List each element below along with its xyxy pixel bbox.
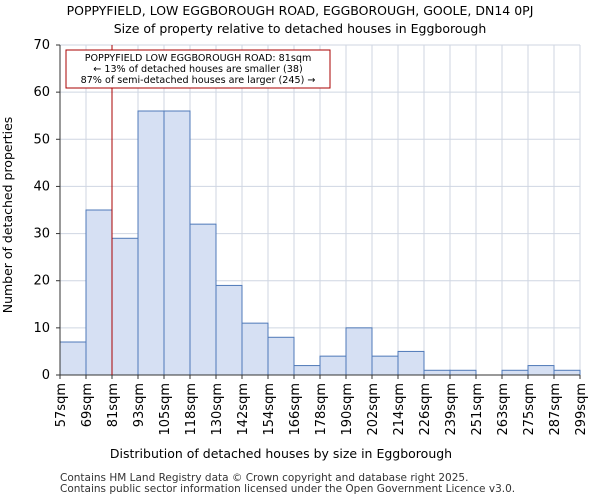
bar-69sqm <box>85 209 113 376</box>
bar-57sqm <box>59 341 87 376</box>
y-tick-label-50: 50 <box>33 132 50 147</box>
y-tick-label-60: 60 <box>33 85 50 100</box>
x-tick-label-154sqm: 154sqm <box>262 383 277 436</box>
x-tick-labels: 57sqm 69sqm 81sqm 93sqm 105sqm 118sqm 130sqm 14… <box>54 375 589 436</box>
annotation-rect <box>65 49 331 89</box>
x-tick-label-214sqm: 214sqm <box>392 383 407 436</box>
x-tick-label-178sqm: 178sqm <box>314 383 329 436</box>
x-axis-label: Distribution of detached houses by size … <box>110 446 452 461</box>
annotation-line-1: POPPYFIELD LOW EGGBOROUGH ROAD: 81sqm <box>85 53 312 64</box>
bar-81sqm <box>111 237 139 376</box>
bar-142sqm <box>241 322 269 376</box>
footer-line-1: Contains HM Land Registry data © Crown c… <box>60 472 469 484</box>
x-tick-label-251sqm: 251sqm <box>470 383 485 436</box>
bar-275sqm <box>527 365 555 376</box>
bar-226sqm <box>423 369 451 376</box>
bar-239sqm <box>449 369 477 376</box>
x-tick-label-190sqm: 190sqm <box>340 383 355 436</box>
x-tick-label-226sqm: 226sqm <box>418 383 433 436</box>
x-tick-label-263sqm: 263sqm <box>496 383 511 436</box>
bar-166sqm <box>293 365 321 376</box>
y-tick-label-40: 40 <box>33 179 50 194</box>
bar-202sqm <box>371 355 399 376</box>
chart-subtitle: Size of property relative to detached ho… <box>113 21 487 36</box>
x-tick-label-105sqm: 105sqm <box>158 383 173 436</box>
bar-154sqm <box>267 336 295 376</box>
bar-190sqm <box>345 327 373 376</box>
bar-130sqm <box>215 284 243 376</box>
x-tick-label-118sqm: 118sqm <box>184 383 199 436</box>
x-tick-label-239sqm: 239sqm <box>444 383 459 436</box>
x-tick-label-130sqm: 130sqm <box>210 383 225 436</box>
bar-93sqm <box>137 110 165 376</box>
annotation-line-2: ← 13% of detached houses are smaller (38… <box>93 64 302 75</box>
y-tick-label-70: 70 <box>33 38 50 53</box>
bar-214sqm <box>397 350 425 376</box>
x-tick-label-166sqm: 166sqm <box>288 383 303 436</box>
bar-287sqm <box>553 369 581 376</box>
bar-105sqm <box>163 110 191 376</box>
y-tick-label-10: 10 <box>33 321 50 336</box>
x-tick-label-93sqm: 93sqm <box>132 383 147 427</box>
y-axis-label: Number of detached properties <box>0 117 15 314</box>
bar-178sqm <box>319 355 347 376</box>
x-tick-label-69sqm: 69sqm <box>80 383 95 427</box>
y-tick-label-0: 0 <box>42 368 50 383</box>
annotation-box: POPPYFIELD LOW EGGBOROUGH ROAD: 81sqm ← … <box>65 49 331 89</box>
y-tick-label-20: 20 <box>33 274 50 289</box>
annotation-line-3: 87% of semi-detached houses are larger (… <box>81 75 316 86</box>
y-tick-labels: 0 10 20 30 40 50 60 70 <box>33 38 60 383</box>
x-tick-label-202sqm: 202sqm <box>366 383 381 436</box>
x-tick-label-81sqm: 81sqm <box>106 383 121 427</box>
x-tick-label-275sqm: 275sqm <box>522 383 537 436</box>
x-tick-label-142sqm: 142sqm <box>236 383 251 436</box>
x-tick-label-287sqm: 287sqm <box>548 383 563 436</box>
y-tick-label-30: 30 <box>33 227 50 242</box>
footer-line-2: Contains public sector information licen… <box>60 483 516 495</box>
bars <box>59 110 581 376</box>
bar-263sqm <box>501 369 529 376</box>
x-tick-label-57sqm: 57sqm <box>54 383 69 427</box>
x-tick-label-299sqm: 299sqm <box>574 383 589 436</box>
chart-title: POPPYFIELD, LOW EGGBOROUGH ROAD, EGGBORO… <box>66 3 534 18</box>
bar-118sqm <box>189 223 217 376</box>
